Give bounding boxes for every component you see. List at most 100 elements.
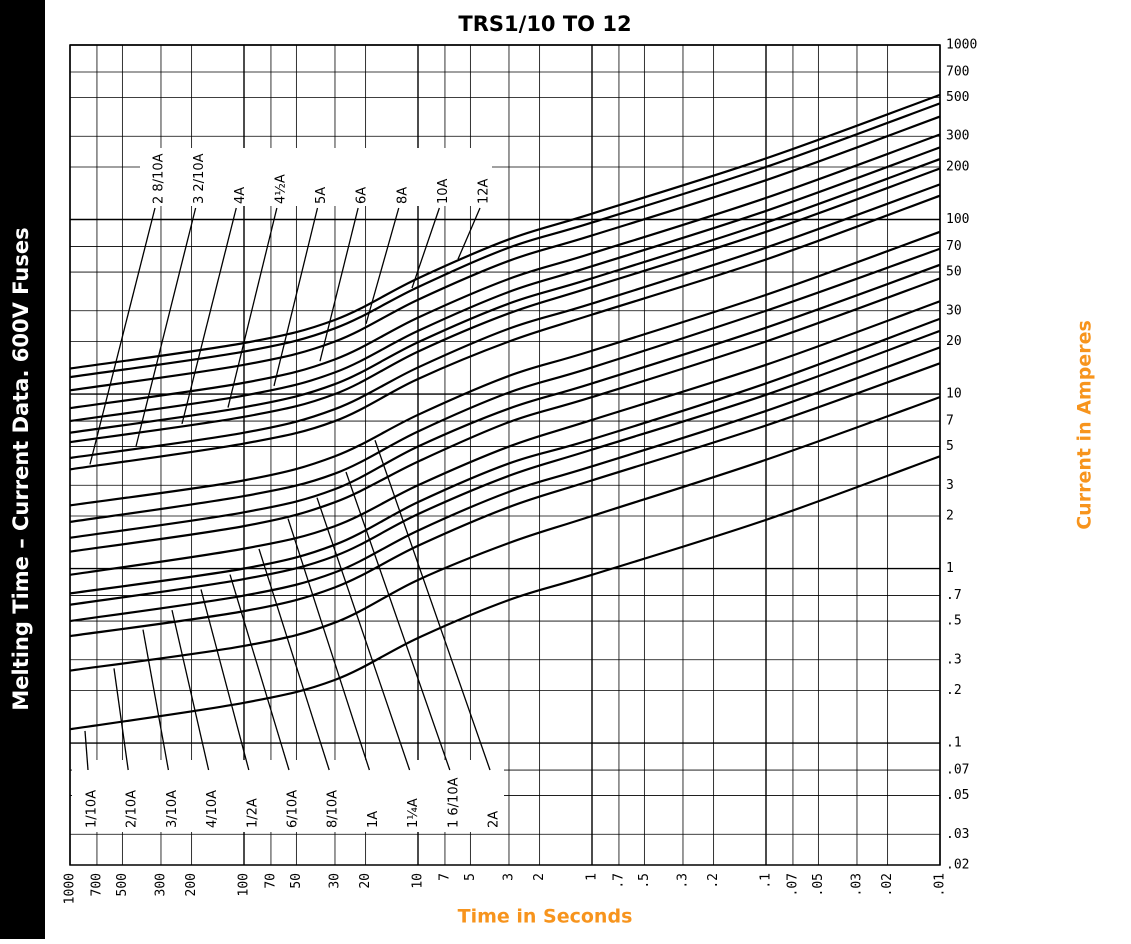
curve-label: 8/10A [326, 790, 341, 828]
leader-line [200, 589, 250, 771]
y-tick-label: 7 [946, 414, 954, 429]
curve-label: 12A [477, 178, 492, 204]
chart-title: TRS1/10 TO 12 [458, 12, 631, 36]
fuse-curve [70, 247, 940, 523]
leader-line [227, 207, 278, 408]
leader-line [365, 207, 400, 325]
y-tick-label: 100 [946, 212, 969, 227]
plot-frame [69, 44, 941, 866]
y-tick-label: 200 [946, 159, 969, 174]
leader-line [84, 730, 89, 771]
curve-label: 4/10A [205, 790, 220, 828]
x-tick-label: 700 [89, 873, 104, 896]
leader-line [142, 629, 170, 771]
fuse-curve [70, 300, 940, 576]
x-tick-label: 1 [585, 873, 600, 881]
fuse-curve [70, 396, 940, 672]
side-bar [0, 0, 45, 939]
x-tick-label: .01 [933, 873, 948, 896]
leader-line [374, 440, 491, 771]
leader-line [316, 497, 411, 771]
fuse-curve [70, 455, 940, 731]
fuse-curve [70, 230, 940, 507]
y-tick-label: 70 [946, 239, 962, 254]
y-tick-label: .05 [946, 788, 969, 803]
curve-label: 2A [487, 811, 502, 828]
y-tick-label: 500 [946, 90, 969, 105]
x-tick-label: .05 [811, 873, 826, 896]
fuse-curve [70, 317, 940, 595]
x-tick-label: 70 [263, 873, 278, 889]
fuse-curve [70, 329, 940, 606]
x-axis-label: Time in Seconds [458, 906, 633, 928]
fuse-curve [70, 167, 940, 444]
curve-label: 5A [314, 187, 329, 204]
curve-label: 1/10A [85, 790, 100, 828]
y-tick-label: 50 [946, 265, 962, 280]
x-tick-label: .7 [611, 873, 626, 889]
curve-label: 8A [395, 187, 410, 204]
curve-label: 1¼A [406, 798, 421, 828]
curve-label: 2 8/10A [152, 153, 167, 204]
x-tick-label: .3 [675, 873, 690, 889]
fuse-curve [70, 133, 940, 410]
leader-line [457, 207, 481, 260]
x-tick-label: 5 [463, 873, 478, 881]
curve-label: 4A [233, 187, 248, 204]
curve-label: 4½A [273, 174, 288, 204]
y-tick-label: 1 [946, 561, 954, 576]
curve-label: 3 2/10A [192, 153, 207, 204]
x-tick-label: 30 [327, 873, 342, 889]
y-tick-label: .02 [946, 858, 969, 873]
fuse-curve [70, 102, 940, 379]
curve-label: 1 6/10A [446, 777, 461, 828]
curve-label: 10A [436, 178, 451, 204]
leader-line [229, 574, 290, 771]
fuse-curve [70, 146, 940, 423]
x-tick-label: 2 [532, 873, 547, 881]
x-tick-label: 50 [289, 873, 304, 889]
x-tick-label: 7 [437, 873, 452, 881]
y-tick-label: 3 [946, 478, 954, 493]
y-tick-label: .7 [946, 588, 962, 603]
curve-label: 6A [355, 187, 370, 204]
fuse-curve [70, 277, 940, 553]
label-box [140, 148, 492, 206]
y-tick-label: .2 [946, 683, 962, 698]
y-tick-label: 10 [946, 387, 962, 402]
y-tick-label: .07 [946, 763, 969, 778]
y-tick-label: 1000 [946, 38, 977, 53]
fuse-curve [70, 115, 940, 392]
y-tick-label: 30 [946, 303, 962, 318]
x-tick-label: 500 [115, 873, 130, 896]
x-tick-label: 200 [184, 873, 199, 896]
leader-line [345, 471, 451, 771]
y-tick-label: .1 [946, 736, 962, 751]
x-tick-label: .2 [706, 873, 721, 889]
curves [70, 93, 940, 731]
curve-labels: 1/10A 2/10A 3/10A 4/10A 1/2A 6/10A 8/10A 1A 1¼A 1… [84, 153, 502, 828]
y-tick-label: 300 [946, 129, 969, 144]
y-tick-label: 700 [946, 65, 969, 80]
fuse-curve [70, 158, 940, 434]
y-tick-label: 5 [946, 439, 954, 454]
leader-line [135, 207, 197, 447]
x-tick-label: 3 [501, 873, 516, 881]
leader-line [181, 207, 237, 425]
y-tick-label: 2 [946, 508, 954, 523]
leader-line [287, 518, 371, 771]
x-tick-label: 20 [358, 873, 373, 889]
leader-line [273, 207, 319, 387]
x-tick-label: .1 [759, 873, 774, 889]
leader-line [411, 207, 440, 289]
curve-label: 2/10A [125, 790, 140, 828]
fuse-curve [70, 346, 940, 623]
fuse-curve [70, 194, 940, 471]
y-axis-label: Current in Amperes [1074, 320, 1096, 530]
x-tick-label: 100 [237, 873, 252, 896]
curve-label: 1/2A [245, 798, 260, 828]
x-tick-label: 1000 [63, 873, 78, 904]
curve-label: 1A [366, 811, 381, 828]
leader-line [113, 668, 129, 771]
